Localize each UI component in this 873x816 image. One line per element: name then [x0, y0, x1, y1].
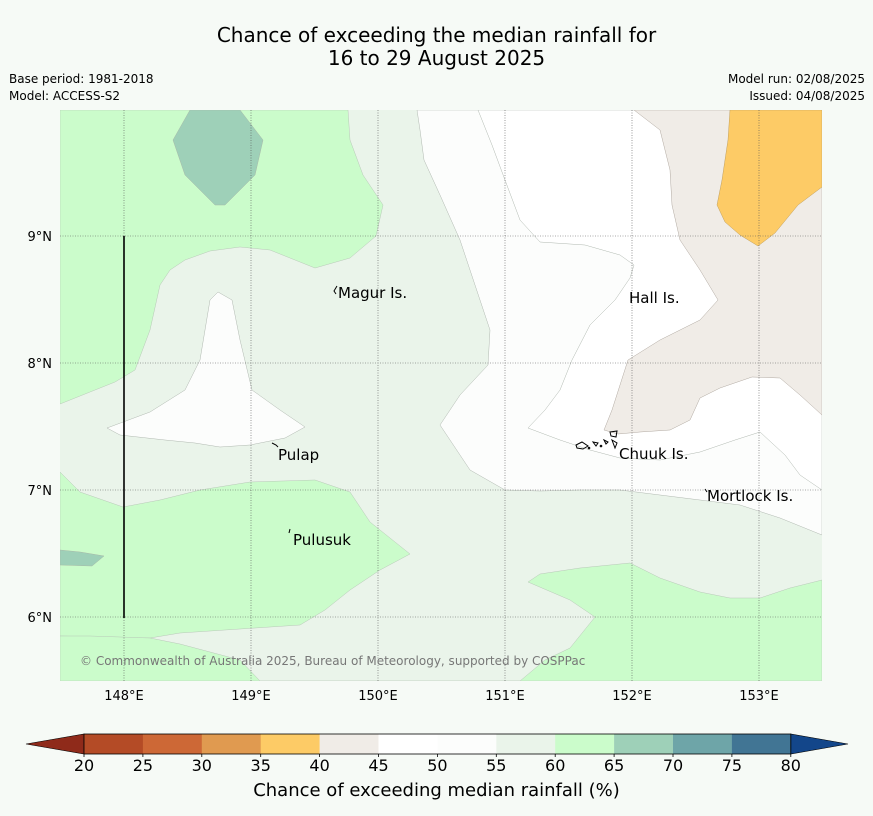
region-50-55-west [106, 291, 306, 448]
lat-tick-9: 9°N [28, 230, 53, 245]
colorbar-segment [319, 734, 379, 754]
colorbar-tick-label: 75 [722, 756, 742, 775]
colorbar-tick-label: 45 [368, 756, 388, 775]
colorbar-segment [614, 734, 674, 754]
colorbar-segment [201, 734, 261, 754]
colorbar-segment [378, 734, 438, 754]
colorbar-segment [731, 734, 792, 754]
place-label-hall: Hall Is. [629, 289, 680, 307]
island-magur [333, 285, 338, 295]
region-35-40 [716, 110, 822, 247]
colorbar-tick-label: 65 [604, 756, 624, 775]
place-label-pulap: Pulap [278, 446, 319, 464]
colorbar-tick-label: 60 [545, 756, 565, 775]
colorbar: 20 25 30 35 40 45 50 55 60 65 70 75 80 [25, 733, 849, 775]
lat-tick-8: 8°N [28, 357, 53, 372]
colorbar-tick-label: 30 [192, 756, 212, 775]
colorbar-segment [496, 734, 556, 754]
region-60-65-southeast [60, 562, 822, 681]
colorbar-label: Chance of exceeding median rainfall (%) [253, 780, 620, 801]
colorbar-segment [673, 734, 733, 754]
region-60-65-south [60, 471, 411, 639]
issued-date: Issued: 04/08/2025 [749, 89, 865, 103]
copyright-text: © Commonwealth of Australia 2025, Bureau… [80, 654, 585, 668]
title-line-2: 16 to 29 August 2025 [327, 46, 546, 70]
lon-tick-151: 151°E [485, 689, 525, 704]
region-65-70-west [60, 549, 105, 567]
colorbar-tick-label: 55 [486, 756, 506, 775]
lon-tick-150: 150°E [358, 689, 398, 704]
colorbar-segment [437, 734, 497, 754]
title-line-1: Chance of exceeding the median rainfall … [216, 23, 657, 47]
colorbar-tick-label: 40 [309, 756, 329, 775]
colorbar-segment [555, 734, 615, 754]
contour-layers [60, 110, 822, 681]
colorbar-tick-label: 25 [133, 756, 153, 775]
place-label-chuuk: Chuuk Is. [619, 445, 688, 463]
island-mortlock [704, 488, 708, 493]
colorbar-segment [142, 734, 203, 754]
place-label-mortlock: Mortlock Is. [707, 487, 793, 505]
colorbar-extend-high [790, 733, 849, 755]
lat-tick-7: 7°N [28, 484, 53, 499]
lat-tick-labels: 9°N 8°N 7°N 6°N [28, 230, 53, 626]
place-labels: Magur Is. Hall Is. Pulap Chuuk Is. Mortl… [278, 284, 793, 549]
colorbar-tick-label: 35 [251, 756, 271, 775]
region-60-65-west [60, 110, 384, 405]
island-pulusuk [288, 528, 291, 534]
lon-tick-152: 152°E [612, 689, 652, 704]
place-label-magur: Magur Is. [338, 284, 407, 302]
colorbar-segment [260, 734, 320, 754]
lat-tick-6: 6°N [28, 611, 53, 626]
island-chuuk [575, 430, 618, 450]
lon-tick-labels: 148°E 149°E 150°E 151°E 152°E 153°E [104, 689, 779, 704]
colorbar-segment [84, 734, 144, 754]
lon-tick-153: 153°E [739, 689, 779, 704]
island-outlines [271, 285, 708, 534]
model-run: Model run: 02/08/2025 [727, 72, 865, 86]
colorbar-extend-low [25, 733, 85, 755]
base-period: Base period: 1981-2018 [9, 72, 154, 86]
colorbar-tick-label: 70 [663, 756, 683, 775]
lon-tick-148: 148°E [104, 689, 144, 704]
island-pulap [271, 442, 279, 448]
lon-tick-149: 149°E [231, 689, 271, 704]
region-65-70-north [172, 110, 264, 206]
model-name: Model: ACCESS-S2 [9, 89, 121, 103]
colorbar-tick-label: 20 [74, 756, 94, 775]
colorbar-tick-label: 50 [427, 756, 447, 775]
place-label-pulusuk: Pulusuk [293, 531, 351, 549]
colorbar-tick-label: 80 [781, 756, 801, 775]
